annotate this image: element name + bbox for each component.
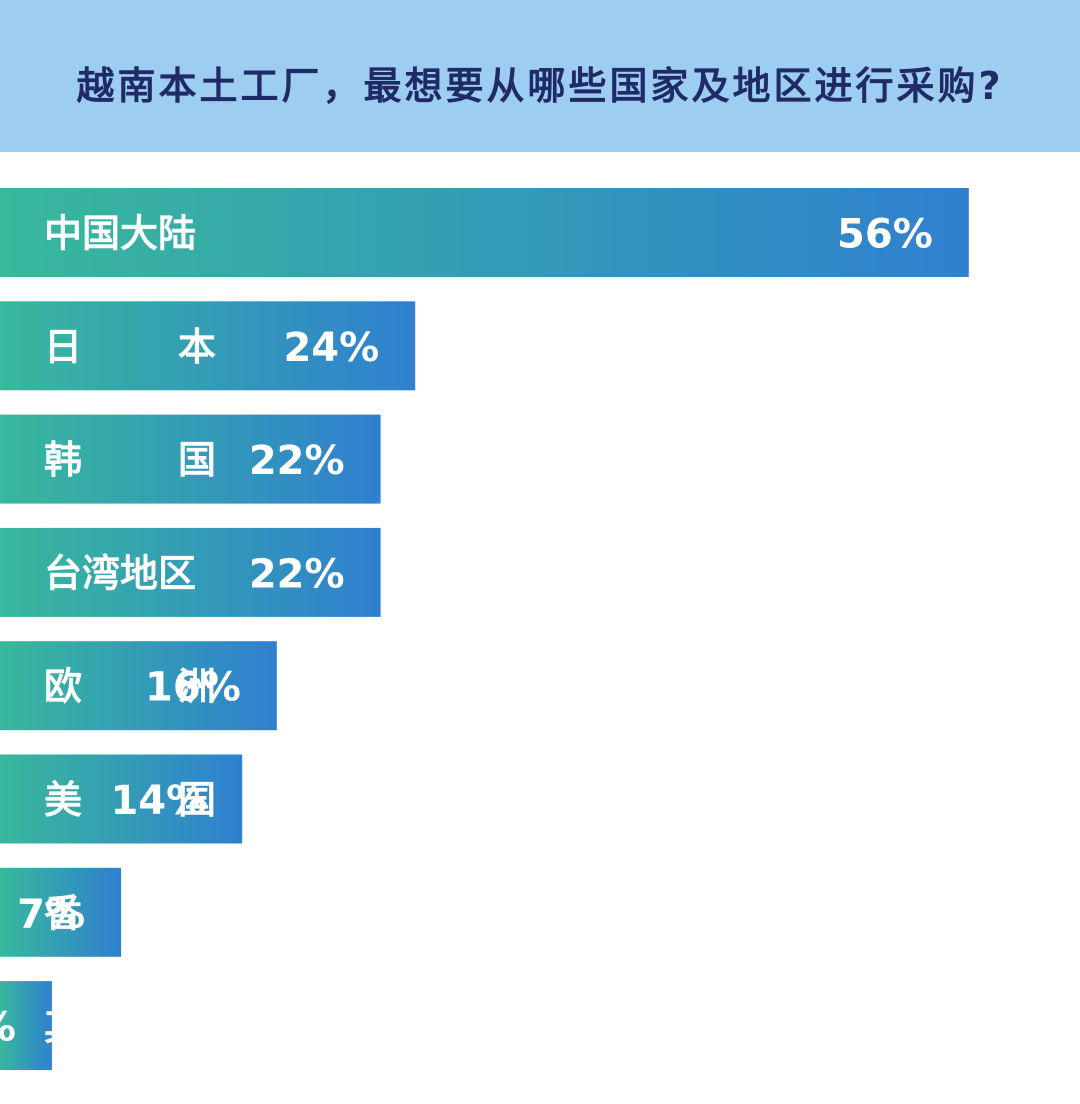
category-label-0: 中国大陆 [44, 212, 196, 256]
value-label-2: 22% [249, 438, 345, 484]
bar-3 [0, 527, 381, 617]
value-label-0: 56% [837, 212, 933, 258]
value-label-5: 14% [110, 778, 206, 824]
chart-title: 越南本土工厂，最想要从哪些国家及地区进行采购? [76, 64, 1004, 108]
bar-1 [0, 301, 416, 391]
bars-group: 中国大陆 56%日本 24%韩国 22%台湾地区 22%欧洲16%美国14%香港7%其他… [0, 188, 969, 1071]
bar-0 [0, 188, 969, 277]
category-label-3: 台湾地区 [44, 551, 196, 595]
category-label-7: 其他 [44, 1005, 216, 1049]
bar-7 [0, 981, 52, 1071]
value-label-1: 24% [283, 325, 379, 371]
value-label-6: 7% [17, 891, 85, 937]
value-label-7: 3% [0, 1005, 16, 1051]
bar-5 [0, 754, 243, 844]
value-label-3: 22% [249, 551, 345, 597]
bar-2 [0, 414, 381, 504]
bar-4 [0, 641, 277, 731]
bar-6 [0, 867, 122, 957]
title-banner [0, 0, 1080, 152]
value-label-4: 16% [145, 665, 241, 711]
